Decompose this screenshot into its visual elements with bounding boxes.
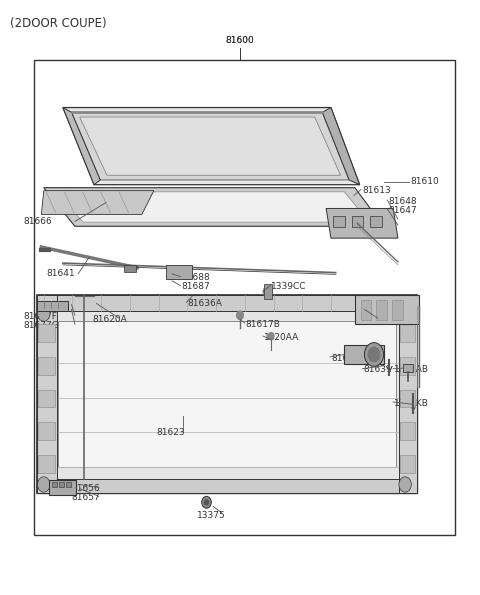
Text: 81656: 81656 [72, 484, 100, 493]
Polygon shape [63, 108, 360, 184]
Text: 81666: 81666 [24, 217, 52, 226]
Text: 13375: 13375 [197, 511, 226, 520]
Polygon shape [344, 345, 384, 364]
Text: 81631: 81631 [363, 365, 392, 374]
Bar [58, 321, 396, 466]
Circle shape [399, 477, 411, 492]
Bar [400, 422, 415, 440]
Circle shape [364, 343, 384, 367]
Text: 81613: 81613 [362, 186, 391, 195]
Bar [36, 295, 57, 493]
Bar [360, 300, 371, 320]
Bar [38, 422, 55, 440]
Circle shape [37, 477, 50, 492]
Text: 81620A: 81620A [93, 315, 127, 324]
Polygon shape [326, 208, 398, 238]
Circle shape [264, 286, 272, 297]
Bar [59, 481, 64, 487]
Bar [36, 295, 417, 311]
Bar [370, 215, 382, 227]
Text: 81647: 81647 [388, 206, 417, 215]
Bar [34, 60, 456, 535]
Bar [36, 478, 417, 493]
Bar [36, 295, 417, 493]
Text: 81641: 81641 [46, 270, 75, 278]
Bar [38, 390, 55, 408]
Text: 1339CC: 1339CC [271, 282, 307, 292]
Text: 81657: 81657 [72, 493, 100, 502]
Text: 1125KB: 1125KB [394, 399, 429, 408]
Text: 1220AB: 1220AB [394, 365, 429, 374]
Circle shape [237, 311, 243, 320]
Polygon shape [72, 112, 349, 180]
Text: 81677G: 81677G [24, 321, 60, 330]
Polygon shape [41, 190, 154, 214]
Bar [124, 265, 136, 272]
Text: 81623: 81623 [156, 428, 185, 437]
Bar [400, 390, 415, 408]
Polygon shape [323, 108, 360, 184]
Polygon shape [36, 301, 68, 311]
Bar [376, 300, 387, 320]
Bar [38, 455, 55, 472]
Polygon shape [56, 192, 369, 222]
Bar [166, 265, 192, 278]
Text: 81600: 81600 [226, 36, 254, 45]
Text: (2DOOR COUPE): (2DOOR COUPE) [10, 17, 107, 30]
Bar [392, 300, 403, 320]
Polygon shape [355, 295, 420, 324]
Bar [400, 455, 415, 472]
Bar [399, 295, 417, 493]
Circle shape [368, 347, 380, 362]
Text: 81617B: 81617B [246, 320, 281, 328]
Text: 81610: 81610 [410, 177, 439, 186]
Text: 81687: 81687 [181, 282, 210, 292]
Circle shape [268, 333, 274, 340]
Text: 81688: 81688 [181, 274, 210, 283]
Bar [400, 357, 415, 375]
Polygon shape [44, 187, 384, 226]
Bar [38, 357, 55, 375]
Bar [403, 364, 413, 372]
Text: 81677F: 81677F [24, 312, 58, 321]
Text: 81648: 81648 [388, 197, 417, 206]
Bar [38, 324, 55, 342]
Polygon shape [48, 480, 76, 494]
Text: 81636A: 81636A [187, 299, 222, 308]
Polygon shape [36, 295, 417, 493]
Text: 81600: 81600 [226, 36, 254, 45]
Text: 81622B: 81622B [331, 353, 366, 362]
Circle shape [37, 306, 50, 321]
Polygon shape [80, 117, 340, 175]
Circle shape [204, 500, 208, 505]
Circle shape [202, 496, 211, 508]
Bar [400, 324, 415, 342]
Bar [264, 284, 272, 299]
Polygon shape [63, 108, 100, 184]
Bar [66, 481, 71, 487]
Bar [351, 215, 363, 227]
Circle shape [399, 306, 411, 321]
Text: 81635B: 81635B [379, 315, 414, 324]
Text: 1220AA: 1220AA [264, 333, 299, 342]
Bar [333, 215, 345, 227]
Bar [52, 481, 57, 487]
